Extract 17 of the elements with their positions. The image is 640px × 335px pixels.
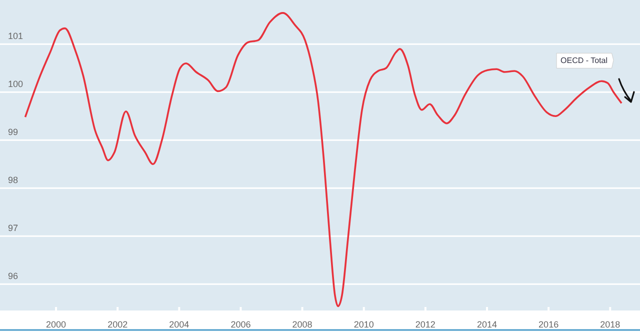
y-tick-label: 101 xyxy=(8,31,24,42)
x-tick-label: 2008 xyxy=(292,319,312,330)
x-tick-label: 2000 xyxy=(46,319,66,330)
y-tick-label: 98 xyxy=(8,175,18,186)
y-tick-label: 99 xyxy=(8,127,18,138)
x-tick-label: 2016 xyxy=(538,319,559,330)
x-tick-label: 2002 xyxy=(108,319,128,330)
y-tick-label: 100 xyxy=(8,79,24,90)
x-tick-label: 2004 xyxy=(169,319,190,330)
x-tick-label: 2010 xyxy=(354,319,374,330)
y-tick-label: 97 xyxy=(8,223,18,234)
x-tick-label: 2006 xyxy=(230,319,251,330)
text: OECD - Total xyxy=(560,56,608,66)
x-tick-label: 2014 xyxy=(476,319,498,330)
x-tick-label: 2012 xyxy=(415,319,436,330)
y-tick-label: 96 xyxy=(8,271,18,282)
x-tick-label: 2018 xyxy=(600,319,620,330)
